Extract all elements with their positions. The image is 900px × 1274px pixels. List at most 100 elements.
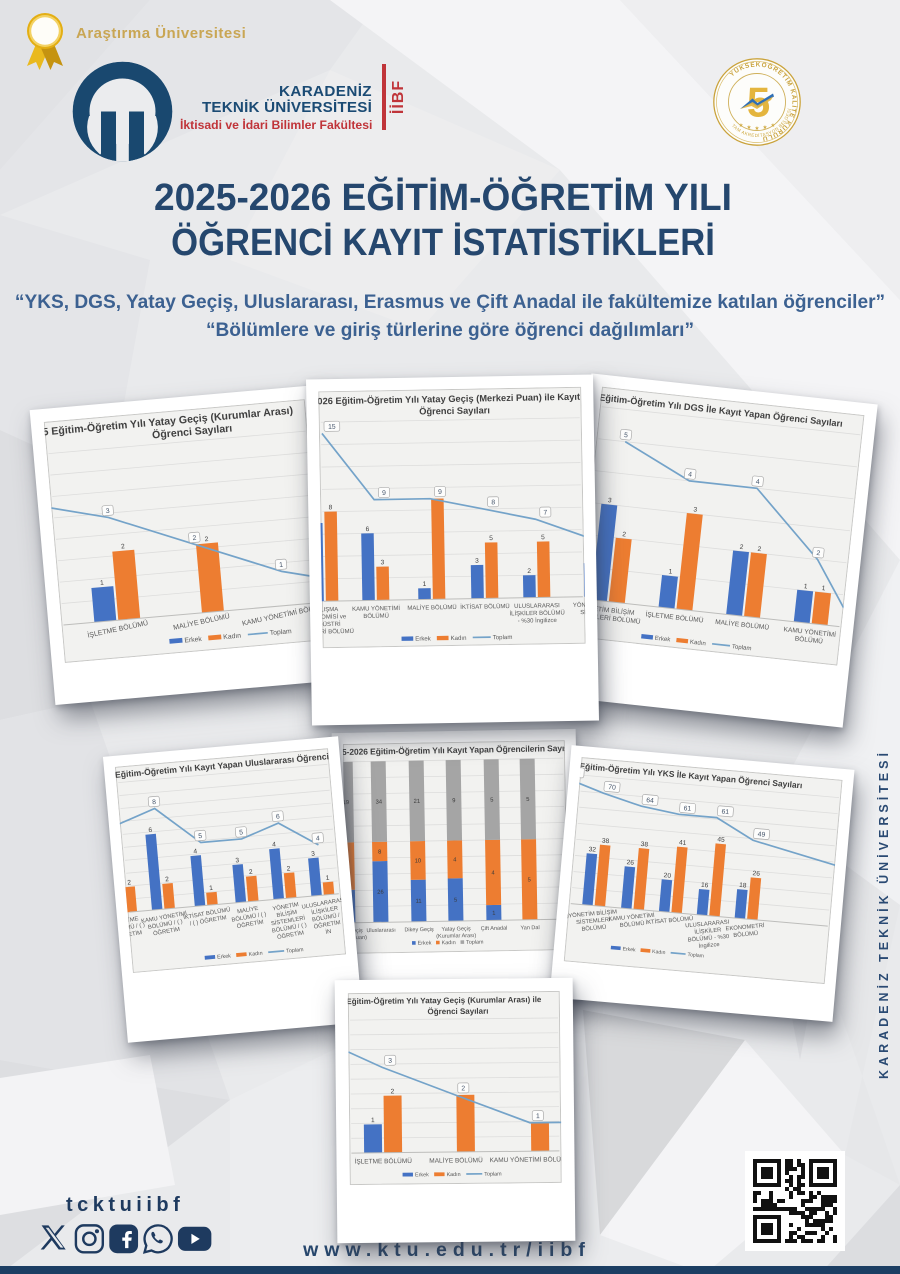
svg-text:18: 18 [739,882,747,890]
svg-text:1: 1 [492,911,495,917]
svg-text:İŞLETME BÖLÜMÜ: İŞLETME BÖLÜMÜ [354,1156,412,1166]
svg-text:YÖNETİMBİLİŞİMSİSTEMLERİBÖLÜMÜ: YÖNETİMBİLİŞİMSİSTEMLERİBÖLÜMÜ / ( )ÖĞRE… [268,900,309,941]
svg-text:Kadın: Kadın [248,951,263,958]
svg-text:49: 49 [757,831,765,839]
svg-text:MALİYEBÖLÜMÜ / ( )ÖĞRETİM: MALİYEBÖLÜMÜ / ( )ÖĞRETİM [230,904,268,931]
svg-text:4: 4 [193,848,198,855]
svg-text:YÖNETİM BİLİŞİMSİSTEMLERİBÖLÜM: YÖNETİM BİLİŞİMSİSTEMLERİBÖLÜMÜ [568,908,618,934]
svg-text:KAMU YÖNETİMİ BÖLÜMÜ: KAMU YÖNETİMİ BÖLÜMÜ [490,1154,562,1164]
svg-text:ÇALIŞMAEKONOMİSİ veENDÜSTRİİLİ: ÇALIŞMAEKONOMİSİ veENDÜSTRİİLİŞKİLERİ BÖ… [318,607,354,636]
svg-text:2: 2 [816,550,821,557]
svg-text:8: 8 [491,499,495,506]
svg-text:Erkek: Erkek [622,946,636,953]
svg-text:Öğrenci Sayıları: Öğrenci Sayıları [427,1007,488,1017]
svg-text:10: 10 [415,858,422,864]
svg-text:Toplam: Toplam [732,643,752,652]
svg-text:4: 4 [755,479,760,486]
svg-text:70: 70 [608,784,616,792]
svg-text:Dikey Geçiş: Dikey Geçiş [404,927,434,934]
svg-text:Erkek: Erkek [217,953,232,960]
svg-text:5: 5 [239,829,244,836]
svg-text:ULUSLARARASIİLİŞKİLERBÖLÜMÜ -: ULUSLARARASIİLİŞKİLERBÖLÜMÜ - %30İngiliz… [685,919,732,950]
svg-text:2: 2 [127,879,132,886]
svg-text:Çift Anadal: Çift Anadal [481,926,508,932]
svg-text:Yatay Geçiş(Kurumlar Arası): Yatay Geçiş(Kurumlar Arası) [436,926,476,940]
svg-text:26: 26 [626,859,634,867]
svg-text:Erkek: Erkek [418,940,432,946]
svg-text:6: 6 [276,813,281,820]
svg-text:5: 5 [489,535,493,542]
svg-text:Kadın: Kadın [223,633,242,642]
svg-text:Toplam: Toplam [270,628,293,637]
svg-text:4: 4 [316,835,321,842]
svg-text:34: 34 [376,799,383,805]
svg-text:6: 6 [148,827,153,834]
svg-text:Öğrenci Sayıları: Öğrenci Sayıları [419,405,490,416]
svg-text:★: ★ [771,122,776,129]
svg-text:9: 9 [382,490,386,497]
svg-text:Toplam: Toplam [466,940,484,946]
svg-text:61: 61 [721,809,729,817]
svg-text:5: 5 [624,432,629,439]
svg-text:38: 38 [602,838,610,846]
svg-text:★: ★ [763,124,768,131]
svg-text:2: 2 [204,536,209,543]
svg-text:4: 4 [453,857,457,863]
svg-text:Uluslararası: Uluslararası [366,928,395,935]
svg-text:5: 5 [526,797,529,803]
svg-text:2: 2 [739,544,744,551]
svg-text:3: 3 [475,558,479,565]
svg-text:5: 5 [454,898,457,904]
svg-text:9: 9 [452,798,455,804]
svg-text:3: 3 [693,506,698,513]
svg-text:2: 2 [121,543,126,550]
svg-text:4: 4 [272,841,277,848]
svg-text:5: 5 [198,833,203,840]
svg-text:3: 3 [608,497,613,504]
svg-text:Yan Dal: Yan Dal [520,925,539,931]
svg-text:5: 5 [528,877,531,883]
svg-text:5: 5 [541,534,545,541]
svg-text:1: 1 [668,568,673,575]
svg-text:Erkek: Erkek [415,1172,429,1178]
svg-text:2: 2 [192,535,197,542]
svg-text:26: 26 [752,870,760,878]
svg-text:Kadın: Kadın [442,940,456,946]
svg-text:38: 38 [640,841,648,849]
svg-text:41: 41 [679,839,687,847]
svg-text:2025-2026 Eğitim-Öğretim Yılı: 2025-2026 Eğitim-Öğretim Yılı Yatay Geçi… [348,995,542,1006]
svg-text:77: 77 [572,770,580,778]
svg-text:ULUSLARARASIİLİŞKİLER BÖLÜMÜ-: ULUSLARARASIİLİŞKİLER BÖLÜMÜ- %30 İngili… [509,603,565,625]
svg-text:16: 16 [701,882,709,890]
svg-text:2: 2 [165,876,170,883]
svg-text:Erkek: Erkek [415,635,432,642]
svg-text:Toplam: Toplam [286,947,304,955]
svg-text:21: 21 [414,799,421,805]
svg-text:1: 1 [803,583,808,590]
svg-text:5: 5 [747,79,770,126]
svg-text:3: 3 [106,508,111,515]
svg-text:7: 7 [543,510,547,517]
svg-text:1: 1 [279,562,284,569]
svg-text:32: 32 [588,846,596,854]
svg-text:2: 2 [757,546,762,553]
svg-text:8: 8 [378,850,381,856]
svg-text:1: 1 [209,885,214,892]
svg-text:2: 2 [249,869,254,876]
svg-text:İKTİSAT BÖLÜMÜ: İKTİSAT BÖLÜMÜ [645,915,693,926]
svg-text:MALİYE BÖLÜMÜ: MALİYE BÖLÜMÜ [407,604,456,612]
svg-text:Toplam: Toplam [493,634,513,641]
svg-text:1: 1 [371,1117,375,1124]
svg-text:42: 42 [565,828,573,836]
svg-text:3: 3 [388,1058,392,1065]
svg-text:64: 64 [646,797,654,805]
svg-text:İKTİSAT BÖLÜMÜ: İKTİSAT BÖLÜMÜ [460,603,510,611]
svg-text:2: 2 [622,531,627,538]
svg-text:45: 45 [717,836,725,844]
svg-text:Erkek: Erkek [654,635,671,644]
svg-text:★: ★ [747,124,752,131]
svg-text:1: 1 [423,581,427,588]
svg-text:MALİYE BÖLÜMÜ: MALİYE BÖLÜMÜ [429,1155,483,1165]
svg-text:20: 20 [663,872,671,880]
svg-text:★: ★ [739,122,744,129]
